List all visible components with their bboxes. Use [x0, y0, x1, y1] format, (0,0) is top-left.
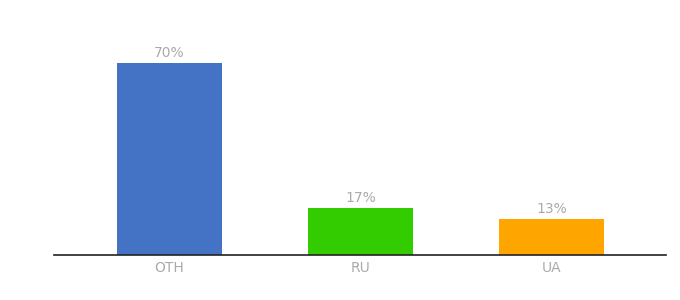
Bar — [499, 219, 605, 255]
Text: 70%: 70% — [154, 46, 184, 60]
Text: 13%: 13% — [537, 202, 567, 216]
Text: 17%: 17% — [345, 191, 376, 205]
Bar — [308, 208, 413, 255]
Bar — [116, 63, 222, 255]
